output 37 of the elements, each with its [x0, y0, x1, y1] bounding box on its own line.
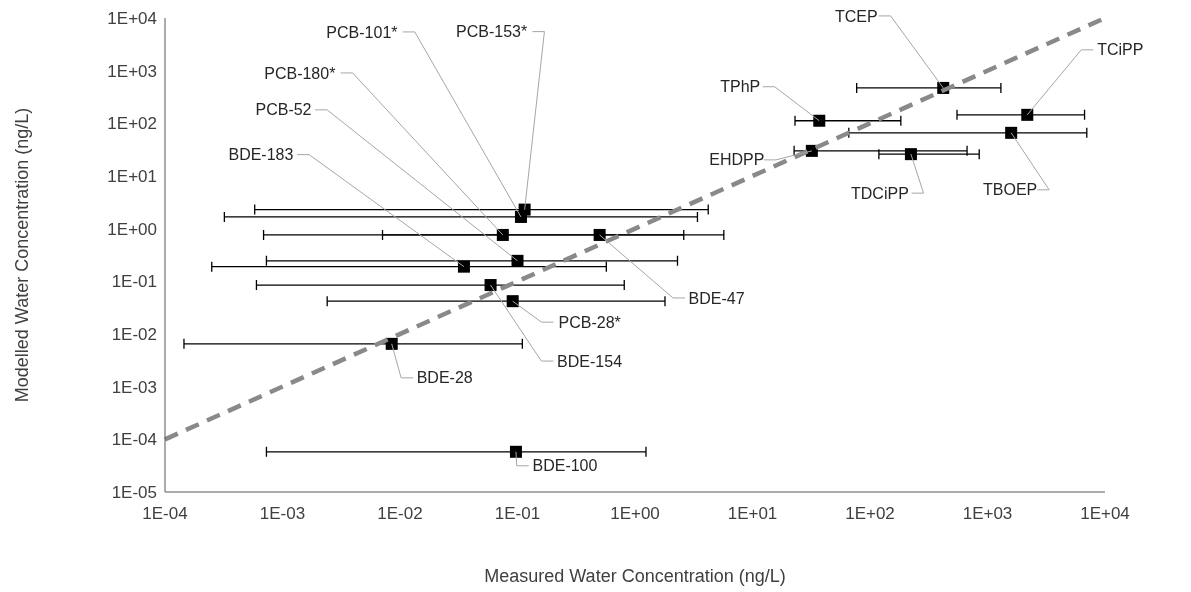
- annotation: BDE-47: [688, 289, 745, 307]
- x-tick-label: 1E+04: [1080, 504, 1130, 523]
- annotation: TDCiPP: [851, 184, 909, 202]
- y-tick-label: 1E+01: [107, 166, 157, 186]
- annotation: PCB-28*: [558, 313, 621, 331]
- x-tick-label: 1E+00: [610, 504, 660, 523]
- y-tick-label: 1E-04: [111, 430, 157, 450]
- annotation: TBOEP: [983, 181, 1038, 199]
- annotation: PCB-180*: [264, 64, 336, 82]
- annotation: PCB-101*: [326, 23, 398, 41]
- x-tick-label: 1E-02: [377, 504, 423, 523]
- y-tick-label: 1E+02: [107, 114, 157, 134]
- annotation: BDE-28: [416, 369, 473, 387]
- x-tick-label: 1E-03: [259, 504, 306, 523]
- x-tick-label: 1E+01: [727, 504, 778, 523]
- annotation: TCiPP: [1097, 41, 1144, 59]
- annotation: PCB-52: [255, 101, 312, 119]
- x-tick-label: 1E+02: [845, 504, 895, 523]
- annotation: BDE-100: [532, 457, 598, 475]
- y-axis-title: Modelled Water Concentration (ng/L): [12, 107, 32, 403]
- x-tick-label: 1E+03: [962, 504, 1013, 523]
- x-tick-label: 1E-04: [142, 504, 188, 523]
- annotation: BDE-154: [557, 352, 623, 370]
- y-tick-label: 1E-02: [111, 324, 157, 344]
- y-tick-label: 1E+00: [107, 219, 157, 239]
- y-tick-label: 1E-05: [111, 482, 157, 502]
- annotation: TPhP: [720, 78, 761, 96]
- x-tick-label: 1E-01: [494, 504, 541, 523]
- annotation: EHDPP: [709, 151, 765, 169]
- y-tick-label: 1E+04: [107, 8, 157, 28]
- annotation: PCB-153*: [456, 23, 528, 41]
- y-tick-label: 1E+03: [107, 61, 157, 81]
- y-tick-label: 1E-01: [111, 272, 157, 292]
- y-tick-label: 1E-03: [111, 377, 157, 397]
- annotation: BDE-183: [228, 146, 294, 164]
- annotation: TCEP: [834, 7, 878, 25]
- x-axis-title: Measured Water Concentration (ng/L): [484, 566, 786, 586]
